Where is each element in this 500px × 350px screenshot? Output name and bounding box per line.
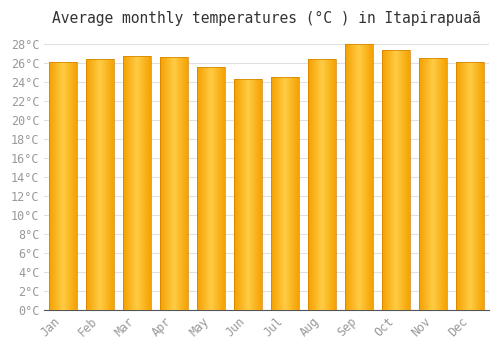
Bar: [382, 50, 410, 310]
Bar: [456, 62, 484, 310]
Bar: [346, 44, 373, 310]
Bar: [234, 79, 262, 310]
Bar: [49, 62, 77, 310]
Title: Average monthly temperatures (°C ) in Itapirapuaã: Average monthly temperatures (°C ) in It…: [52, 11, 481, 26]
Bar: [123, 56, 151, 310]
Bar: [197, 68, 225, 310]
Bar: [160, 57, 188, 310]
Bar: [308, 59, 336, 310]
Bar: [420, 58, 447, 310]
Bar: [272, 77, 299, 310]
Bar: [86, 59, 114, 310]
